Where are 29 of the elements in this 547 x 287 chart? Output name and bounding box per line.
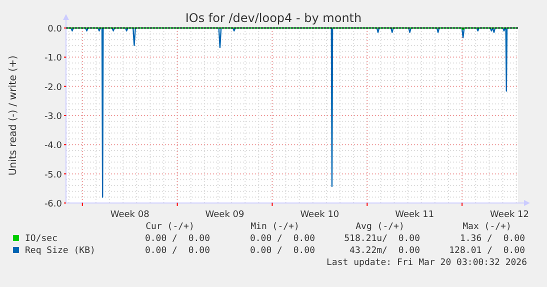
text: 0.00 / 0.00 [144,234,210,244]
text: 43.22m/ 0.00 [350,246,420,256]
text: Max (-/+) [462,222,512,232]
y-tick-label: -6.0 [44,200,62,210]
text: 518.21u/ 0.00 [344,234,420,244]
text: Avg (-/+) [356,222,404,232]
text: 0.00 / 0.00 [250,234,315,244]
text: Last update: Fri Mar 20 03:00:32 2026 [326,258,527,268]
text: 0.00 / 0.00 [250,246,315,256]
legend-label: Req Size (KB) [25,246,96,256]
text: 128.01 / 0.00 [449,246,525,256]
text: 0.00 / 0.00 [144,246,210,256]
text: Min (-/+) [250,222,300,232]
y-tick-label: -1.0 [44,54,62,64]
x-tick-label: Week 12 [490,210,530,220]
text: Cur (-/+) [146,222,194,232]
y-tick-label: -5.0 [44,170,62,180]
y-tick-label: 0.0 [48,24,62,34]
x-tick-label: Week 10 [300,210,340,220]
chart-title: IOs for /dev/loop4 - by month [185,11,362,25]
legend-label: IO/sec [25,234,58,244]
y-tick-label: -4.0 [44,141,62,152]
y-axis-title: Units read (-) / write (+) [8,55,19,176]
x-tick-label: Week 09 [205,210,245,220]
text: 1.36 / 0.00 [460,234,525,244]
x-tick-label: Week 11 [395,210,434,220]
x-tick-label: Week 08 [110,210,150,220]
y-tick-label: -3.0 [44,112,62,122]
y-tick-label: -2.0 [44,82,62,93]
